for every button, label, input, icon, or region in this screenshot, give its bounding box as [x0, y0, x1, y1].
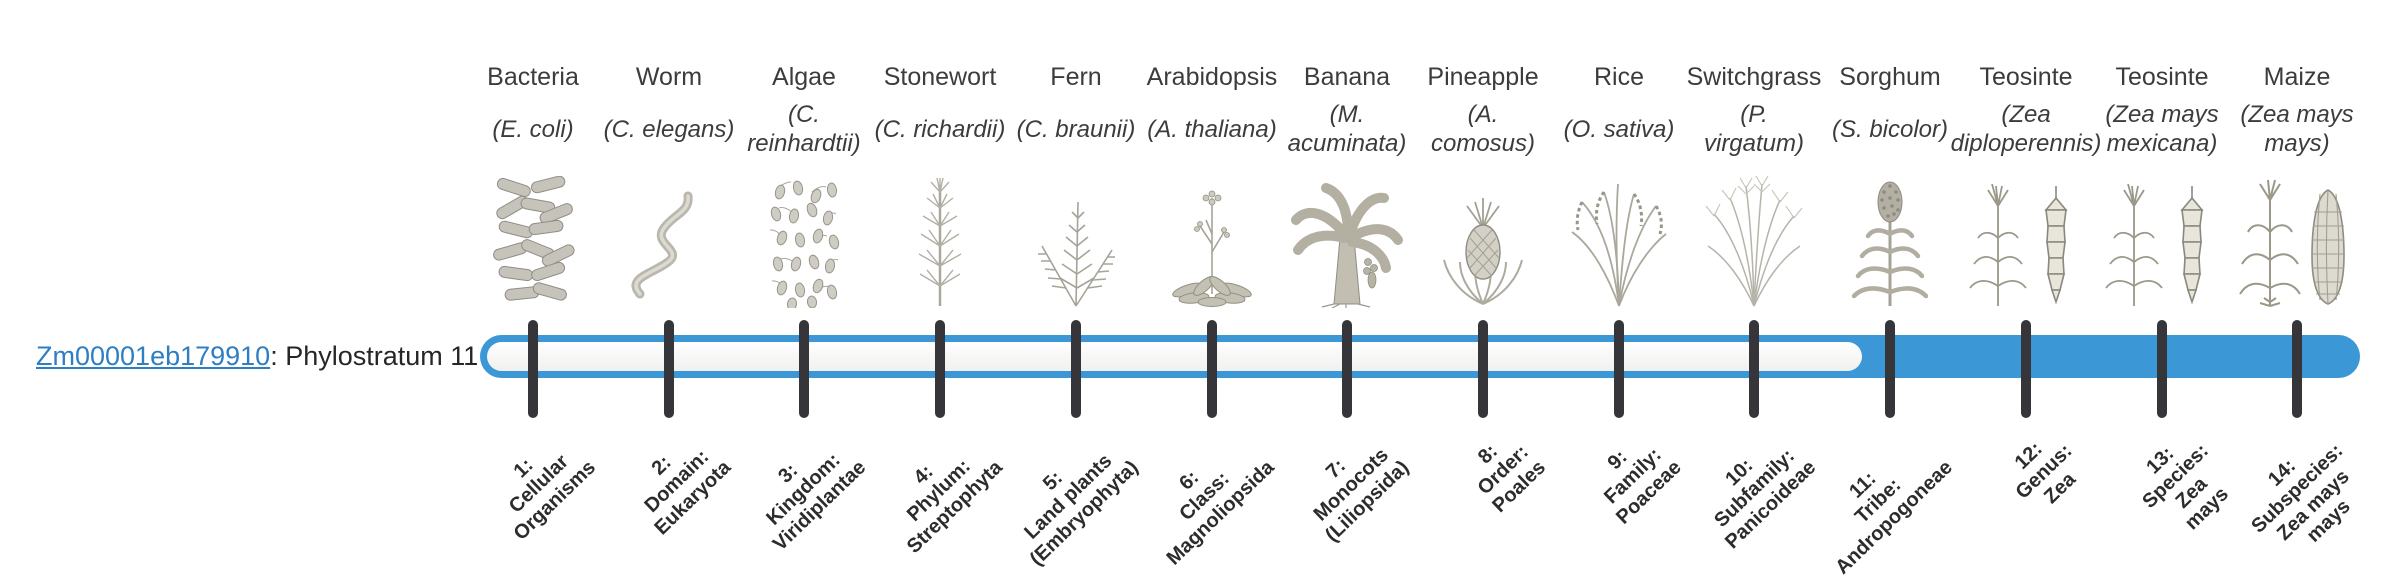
switchgrass-icon: [1684, 166, 1824, 308]
species-common-name: Worm: [635, 63, 703, 91]
tick-mark-3: [799, 320, 809, 418]
species-common-name: Pineapple: [1427, 63, 1539, 91]
stratum-column-14: Maize (Zea mays mays): [2227, 62, 2367, 308]
species-latin-name: (C. braunii): [1016, 115, 1136, 143]
species-common-name: Arabidopsis: [1146, 63, 1278, 91]
banana-icon: [1277, 166, 1417, 308]
stratum-column-6: Arabidopsis (A. thaliana): [1142, 62, 1282, 308]
pineapple-icon: [1413, 166, 1553, 308]
tick-mark-9: [1614, 320, 1624, 418]
species-latin-name: (C. elegans): [603, 115, 735, 143]
species-latin-name: (S. bicolor): [1831, 115, 1949, 143]
stratum-column-2: Worm (C. elegans): [599, 62, 739, 308]
species-latin-name: (Zea mays mexicana): [2105, 101, 2219, 157]
species-latin-name: (Zea diploperennis): [1950, 101, 2102, 157]
tick-mark-11: [1885, 320, 1895, 418]
phylostratum-bar-unfilled-track: [487, 342, 1862, 371]
gene-phylostratum-label: Zm00001eb179910: Phylostratum 11: [36, 341, 478, 372]
worm-icon: [599, 166, 739, 308]
species-latin-name: (P. virgatum): [1703, 101, 1805, 157]
stratum-column-5: Fern (C. braunii): [1006, 62, 1146, 308]
tick-mark-14: [2292, 320, 2302, 418]
species-common-name: Stonewort: [883, 63, 997, 91]
stage-label-14: 14: Subspecies: Zea mays mays: [2247, 440, 2355, 547]
rice-icon: [1549, 166, 1689, 308]
stratum-column-9: Rice (O. sativa): [1549, 62, 1689, 308]
species-latin-name: (A. thaliana): [1147, 115, 1277, 143]
tick-mark-4: [935, 320, 945, 418]
tick-mark-1: [528, 320, 538, 418]
teosinte-icon: [2092, 166, 2232, 308]
tick-mark-5: [1071, 320, 1081, 418]
gene-id-link[interactable]: Zm00001eb179910: [36, 341, 271, 371]
sorghum-icon: [1820, 166, 1960, 308]
fern-icon: [1006, 166, 1146, 308]
species-common-name: Fern: [1050, 63, 1102, 91]
species-common-name: Banana: [1303, 63, 1391, 91]
tick-mark-10: [1749, 320, 1759, 418]
species-common-name: Bacteria: [487, 63, 579, 91]
stratum-column-1: Bacteria (E. coli): [463, 62, 603, 308]
species-latin-name: (M. acuminata): [1287, 101, 1407, 157]
maize-icon: [2227, 166, 2367, 308]
tick-mark-7: [1342, 320, 1352, 418]
tick-mark-2: [664, 320, 674, 418]
algae-icon: [734, 166, 874, 308]
species-latin-name: (O. sativa): [1563, 115, 1675, 143]
tick-mark-12: [2021, 320, 2031, 418]
arabidopsis-icon: [1142, 166, 1282, 308]
stratum-column-7: Banana (M. acuminata): [1277, 62, 1417, 308]
species-latin-name: (E. coli): [492, 115, 574, 143]
stratum-column-13: Teosinte (Zea mays mexicana): [2092, 62, 2232, 308]
species-latin-name: (C. richardii): [874, 115, 1006, 143]
stratum-column-11: Sorghum (S. bicolor): [1820, 62, 1960, 308]
species-common-name: Rice: [1593, 63, 1644, 91]
species-common-name: Algae: [772, 63, 836, 91]
species-latin-name: (A. comosus): [1430, 101, 1536, 157]
stratum-column-10: Switchgrass (P. virgatum): [1684, 62, 1824, 308]
species-common-name: Teosinte: [2115, 63, 2209, 91]
stonewort-icon: [870, 166, 1010, 308]
tick-mark-13: [2157, 320, 2167, 418]
species-common-name: Teosinte: [1979, 63, 2073, 91]
teosinte-icon: [1956, 166, 2096, 308]
tick-mark-6: [1207, 320, 1217, 418]
species-common-name: Switchgrass: [1686, 63, 1822, 91]
tick-mark-8: [1478, 320, 1488, 418]
bacteria-icon: [463, 166, 603, 308]
gene-phylostratum-text: : Phylostratum 11: [270, 341, 479, 371]
stratum-column-12: Teosinte (Zea diploperennis): [1950, 62, 2102, 308]
species-latin-name: (Zea mays mays): [2240, 101, 2354, 157]
species-latin-name: (C. reinhardtii): [747, 101, 861, 157]
species-common-name: Maize: [2263, 63, 2331, 91]
stratum-column-8: Pineapple (A. comosus): [1413, 62, 1553, 308]
stratum-column-3: Algae (C. reinhardtii): [734, 62, 874, 308]
species-common-name: Sorghum: [1839, 63, 1941, 91]
stratum-column-4: Stonewort (C. richardii): [870, 62, 1010, 308]
